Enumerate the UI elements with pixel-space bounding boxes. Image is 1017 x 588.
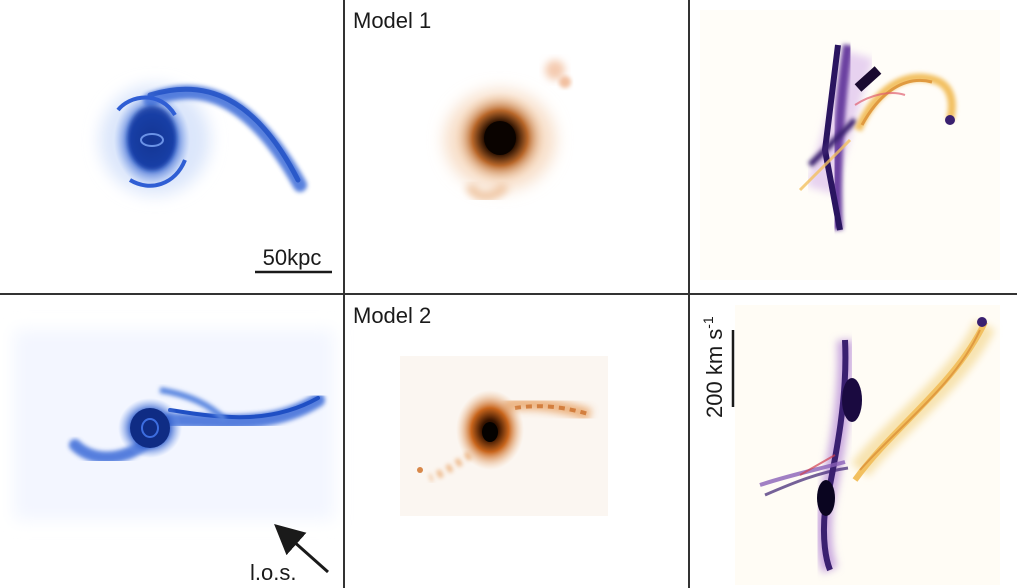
model-1-label: Model 1	[353, 8, 431, 33]
scale-bar-50kpc: 50kpc	[255, 245, 332, 274]
velocity-map-model-2	[759, 317, 996, 573]
velocity-map-model-1	[798, 44, 956, 231]
line-of-sight-indicator: l.o.s.	[250, 524, 329, 585]
stellar-map-model-2	[417, 390, 592, 482]
model-2-label: Model 2	[353, 303, 431, 328]
gas-map-model-2	[69, 387, 325, 464]
gas-tail-2a	[163, 393, 325, 429]
los-label: l.o.s.	[250, 560, 296, 585]
velocity-bar-exponent: -1	[700, 316, 716, 329]
gas-map-model-1	[100, 85, 307, 195]
scale-bar-label: 50kpc	[263, 245, 322, 270]
stellar-map-model-1	[445, 60, 571, 202]
los-arrow	[274, 524, 329, 574]
velocity-bar-label: 200 km s-1	[700, 316, 727, 418]
velocity-scale-bar: 200 km s-1	[700, 316, 735, 418]
